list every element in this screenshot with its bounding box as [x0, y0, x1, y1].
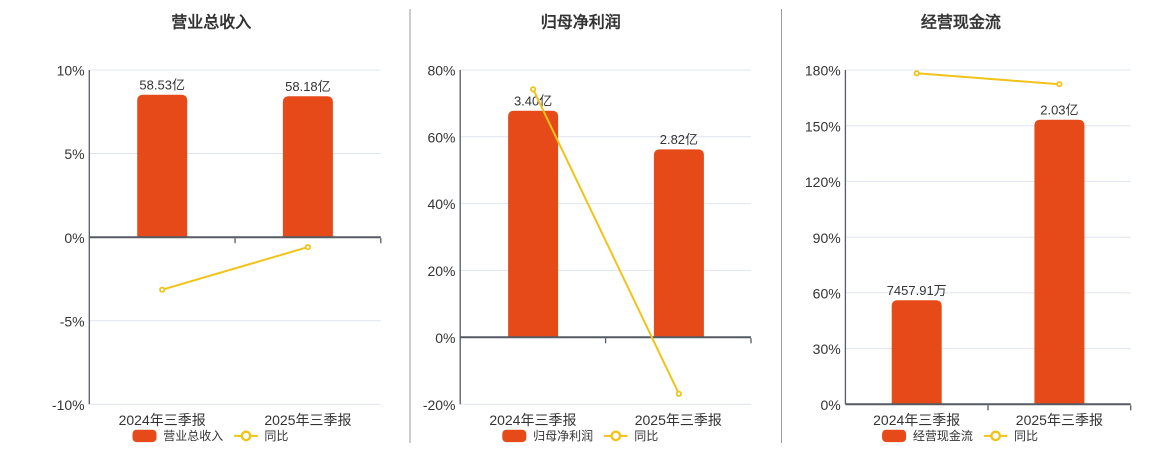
svg-text:归母净利润: 归母净利润 [533, 429, 593, 443]
svg-text:7457.91万: 7457.91万 [887, 283, 947, 298]
svg-text:3.40亿: 3.40亿 [514, 93, 552, 108]
svg-text:180%: 180% [805, 63, 841, 79]
svg-text:营业总收入: 营业总收入 [171, 13, 251, 32]
svg-text:2025年三季报: 2025年三季报 [264, 412, 351, 428]
svg-text:-10%: -10% [52, 397, 85, 413]
svg-text:58.53亿: 58.53亿 [139, 77, 185, 92]
svg-text:10%: 10% [57, 63, 85, 79]
svg-text:同比: 同比 [1014, 429, 1038, 443]
svg-text:同比: 同比 [264, 429, 288, 443]
svg-text:2024年三季报: 2024年三季报 [873, 412, 960, 428]
svg-text:营业总收入: 营业总收入 [163, 429, 223, 443]
svg-text:归母净利润: 归母净利润 [541, 13, 621, 32]
svg-text:同比: 同比 [634, 429, 658, 443]
svg-text:5%: 5% [64, 146, 84, 162]
svg-text:2025年三季报: 2025年三季报 [1016, 412, 1103, 428]
svg-text:60%: 60% [813, 286, 841, 302]
svg-text:-5%: -5% [60, 313, 85, 329]
svg-text:经营现金流: 经营现金流 [913, 428, 973, 443]
svg-text:58.18亿: 58.18亿 [285, 79, 331, 94]
svg-text:2.82亿: 2.82亿 [660, 132, 698, 147]
svg-text:40%: 40% [427, 196, 455, 212]
svg-text:-20%: -20% [423, 397, 456, 413]
svg-text:2.03亿: 2.03亿 [1040, 103, 1078, 118]
svg-text:120%: 120% [805, 174, 841, 190]
svg-text:2024年三季报: 2024年三季报 [119, 412, 206, 428]
svg-text:2025年三季报: 2025年三季报 [635, 412, 722, 428]
svg-text:0%: 0% [435, 330, 455, 346]
svg-text:60%: 60% [427, 129, 455, 145]
svg-text:30%: 30% [813, 341, 841, 357]
svg-text:0%: 0% [64, 230, 84, 246]
svg-text:150%: 150% [805, 118, 841, 134]
svg-text:20%: 20% [427, 263, 455, 279]
svg-text:0%: 0% [820, 397, 840, 413]
svg-text:90%: 90% [813, 230, 841, 246]
svg-text:80%: 80% [427, 63, 455, 79]
svg-text:2024年三季报: 2024年三季报 [489, 412, 576, 428]
svg-text:经营现金流: 经营现金流 [921, 13, 1001, 32]
